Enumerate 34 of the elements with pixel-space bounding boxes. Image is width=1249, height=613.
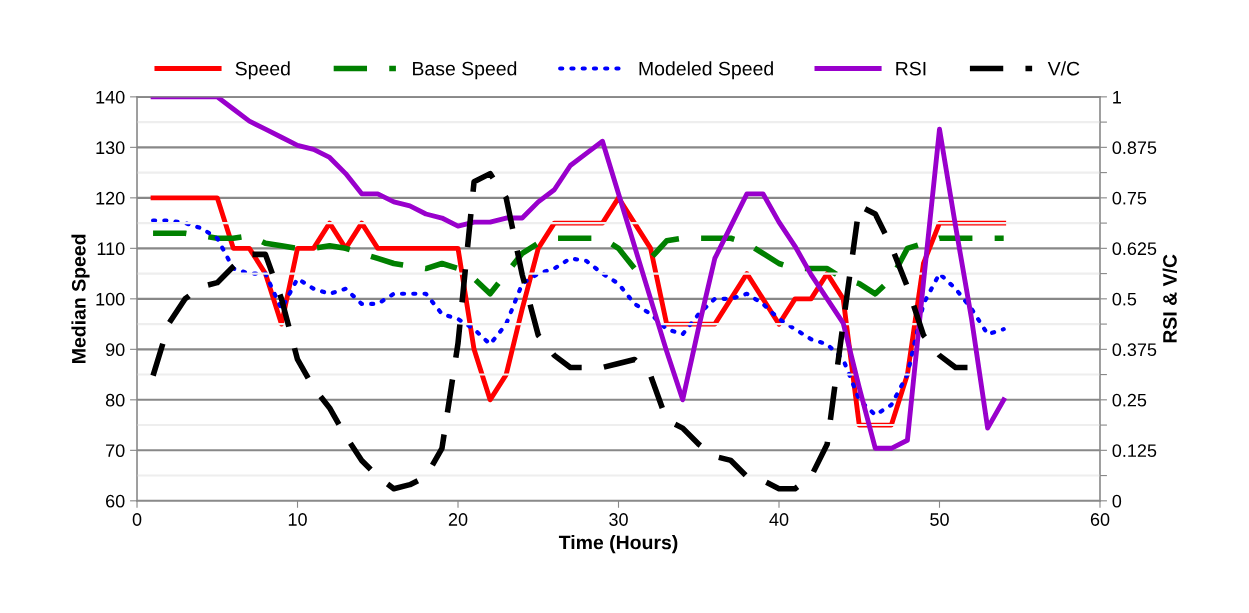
y-tick-label: 80 bbox=[105, 393, 125, 407]
y2-tick-label: 0.25 bbox=[1112, 393, 1147, 407]
legend-label: V/C bbox=[1047, 61, 1080, 76]
x-axis-title: Time (Hours) bbox=[558, 535, 678, 554]
y2-tick-label: 0.125 bbox=[1112, 444, 1157, 458]
legend-label: RSI bbox=[896, 61, 926, 76]
line-series bbox=[150, 96, 1007, 451]
x-tick-label: 50 bbox=[930, 513, 949, 526]
y-tick-label: 130 bbox=[96, 141, 125, 155]
x-tick-label: 60 bbox=[1090, 513, 1110, 526]
y-tick-label: 110 bbox=[97, 242, 125, 256]
y2-tick-label: 0.375 bbox=[1112, 343, 1157, 357]
y-tick-label: 140 bbox=[96, 90, 125, 104]
x-tick-label: 40 bbox=[769, 513, 789, 526]
y2-tick-label: 0.5 bbox=[1112, 292, 1137, 306]
x-tick-label: 20 bbox=[448, 513, 468, 526]
y2-tick-label: 1 bbox=[1113, 90, 1121, 104]
y2-tick-label: 0.625 bbox=[1112, 242, 1157, 256]
y2-tick-label: 0.875 bbox=[1112, 141, 1157, 155]
legend-label: Speed bbox=[235, 61, 290, 80]
legend-label: Base Speed bbox=[413, 61, 517, 80]
y-tick-label: 90 bbox=[105, 343, 125, 357]
y-axis-title: Median Speed bbox=[71, 234, 90, 363]
y-tick-label: 70 bbox=[106, 444, 125, 458]
legend-label: Modeled Speed bbox=[639, 61, 773, 80]
y2-tick-label: 0.75 bbox=[1112, 191, 1147, 205]
x-tick-label: 30 bbox=[609, 513, 628, 526]
y-tick-label: 100 bbox=[96, 292, 125, 306]
y2-axis-title: RSI & V/C bbox=[1162, 254, 1178, 343]
x-tick-label: 10 bbox=[288, 513, 307, 526]
y-tick-label: 120 bbox=[96, 191, 125, 205]
y-tick-label: 60 bbox=[106, 494, 125, 508]
x-tick-label: 0 bbox=[132, 513, 142, 526]
y2-tick-label: 0 bbox=[1112, 494, 1122, 508]
